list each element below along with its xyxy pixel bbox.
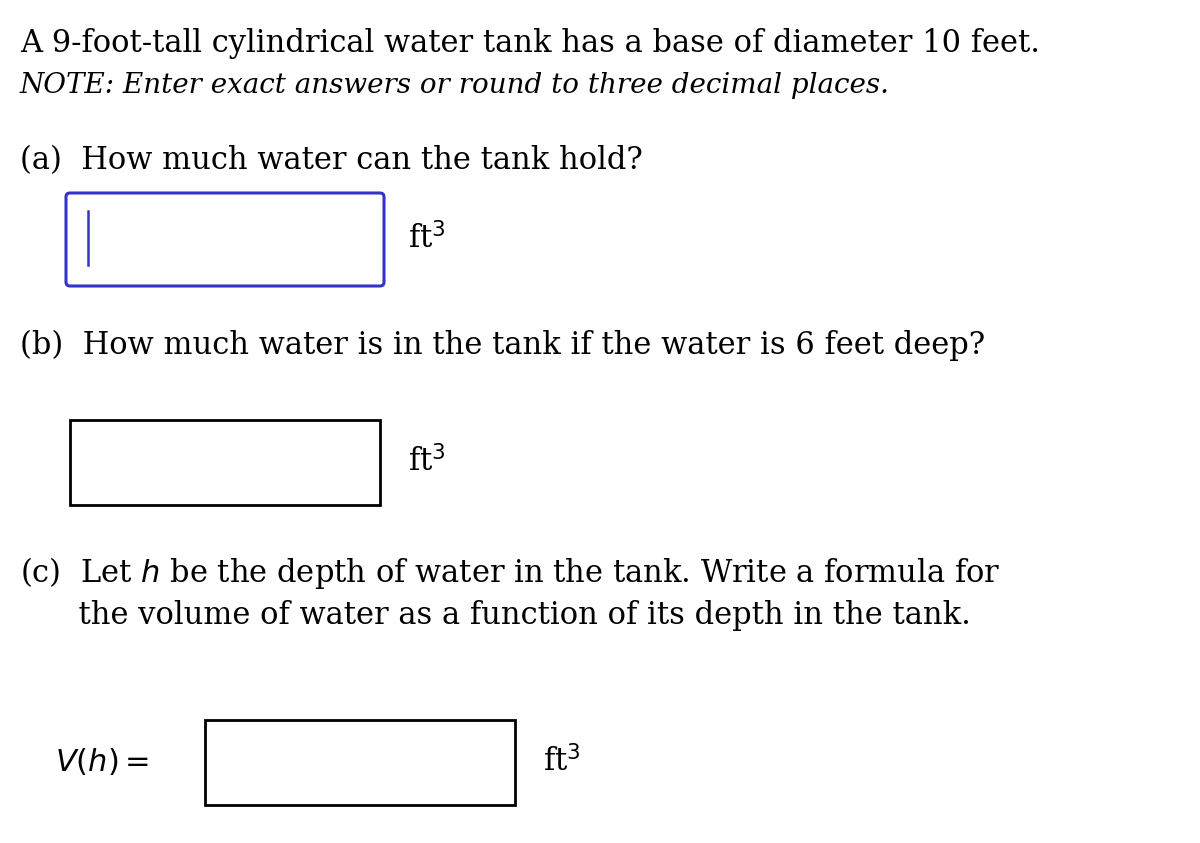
Text: (a)  How much water can the tank hold?: (a) How much water can the tank hold? <box>20 145 643 176</box>
FancyBboxPatch shape <box>66 193 384 286</box>
Text: (c)  Let $h$ be the depth of water in the tank. Write a formula for: (c) Let $h$ be the depth of water in the… <box>20 555 1001 591</box>
Text: ft$^{3}$: ft$^{3}$ <box>542 746 581 779</box>
Text: (b)  How much water is in the tank if the water is 6 feet deep?: (b) How much water is in the tank if the… <box>20 330 985 361</box>
Bar <box>70 420 380 505</box>
Text: ft$^{3}$: ft$^{3}$ <box>408 446 445 479</box>
Bar <box>205 720 515 805</box>
Text: A 9-foot-tall cylindrical water tank has a base of diameter 10 feet.: A 9-foot-tall cylindrical water tank has… <box>20 28 1040 59</box>
Text: $V(h) =$: $V(h) =$ <box>55 747 149 778</box>
Text: the volume of water as a function of its depth in the tank.: the volume of water as a function of its… <box>20 600 971 631</box>
Text: ft$^{3}$: ft$^{3}$ <box>408 223 445 255</box>
Text: NOTE: Enter exact answers or round to three decimal places.: NOTE: Enter exact answers or round to th… <box>20 72 890 99</box>
